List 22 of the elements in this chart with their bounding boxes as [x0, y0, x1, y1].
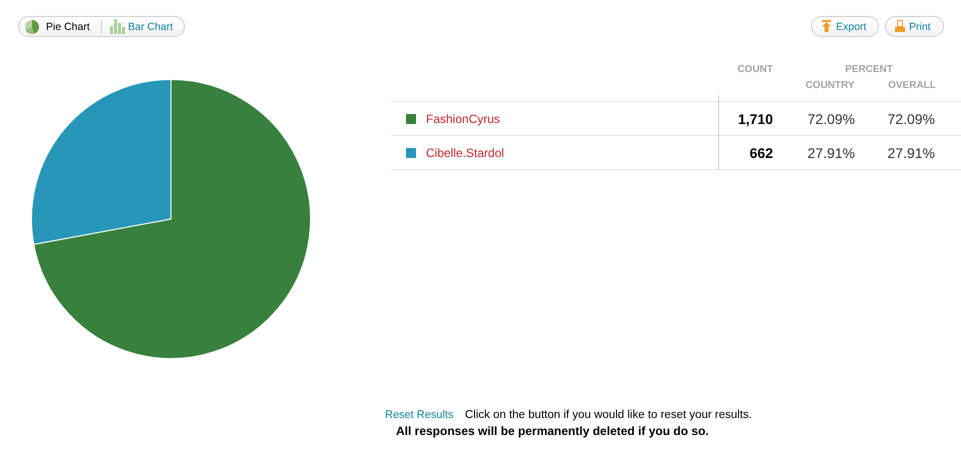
- export-button[interactable]: [811, 16, 879, 37]
- legend-label: FashionCyrus: [426, 112, 500, 126]
- text: Reset Results: [385, 408, 454, 422]
- text: Pie Chart: [46, 20, 90, 34]
- text: Click on the button if you would like to reset your results.: [465, 408, 752, 422]
- text: PERCENT: [845, 63, 893, 77]
- text: COUNT: [737, 63, 773, 77]
- view-toggle[interactable]: [18, 16, 185, 37]
- text: All responses will be permanently deleted if you do so.: [396, 424, 709, 438]
- print-button[interactable]: [885, 16, 944, 37]
- data-label: 1,710: [738, 111, 773, 127]
- text: Bar Chart: [128, 20, 173, 34]
- text: 72.09%: [888, 111, 935, 127]
- text: COUNTRY: [805, 79, 855, 93]
- legend-label: Cibelle.Stardol: [426, 146, 504, 160]
- text: OVERALL: [888, 79, 936, 93]
- text: 72.09%: [808, 111, 855, 127]
- data-label: 662: [750, 145, 773, 161]
- text: 27.91%: [888, 145, 935, 161]
- text: Export: [836, 20, 866, 34]
- text: 27.91%: [808, 145, 855, 161]
- text: Print: [909, 20, 931, 34]
